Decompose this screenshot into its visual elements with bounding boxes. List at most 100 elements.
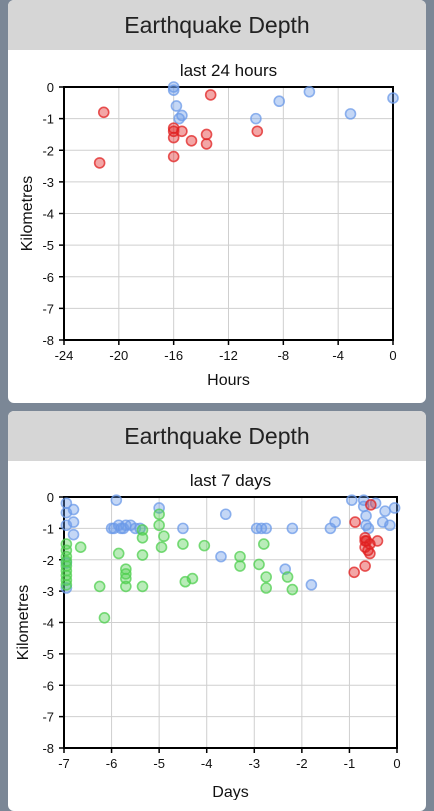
x-tick-label: -4	[201, 756, 213, 771]
card-header: Earthquake Depth	[8, 0, 426, 50]
data-point	[200, 138, 213, 150]
card-header: Earthquake Depth	[8, 411, 426, 461]
data-point	[260, 571, 272, 583]
data-point	[136, 524, 149, 536]
y-tick-label: -5	[42, 238, 54, 253]
data-point	[365, 499, 377, 511]
x-tick-label: -4	[332, 348, 344, 363]
data-point	[344, 108, 357, 120]
data-point	[167, 84, 180, 96]
data-point	[305, 579, 318, 591]
data-point	[158, 530, 170, 543]
chart-title: last 24 hours	[180, 61, 277, 80]
data-point	[74, 541, 87, 553]
data-point	[251, 125, 264, 138]
data-point	[120, 572, 132, 585]
data-point	[260, 522, 272, 535]
x-tick-label: 0	[389, 348, 396, 363]
data-point	[186, 572, 199, 585]
y-tick-label: -6	[42, 678, 54, 693]
x-tick-label: -20	[109, 348, 128, 363]
data-point	[67, 503, 80, 516]
data-point	[281, 571, 294, 583]
data-point	[346, 494, 358, 506]
chart-card-24h: Earthquake Depth last 24 hours 0 -1 -2 -3 -4 -…	[8, 0, 426, 403]
data-point	[177, 522, 189, 535]
data-point	[67, 516, 80, 528]
data-point	[204, 89, 217, 101]
data-point	[112, 547, 125, 560]
x-tick-label: -1	[344, 756, 356, 771]
data-point	[303, 85, 316, 98]
data-point	[93, 157, 106, 169]
data-point	[60, 579, 73, 591]
data-point	[167, 131, 180, 144]
x-axis-label: Hours	[207, 372, 250, 389]
data-point	[371, 535, 384, 547]
data-point	[136, 531, 149, 544]
data-point	[388, 502, 401, 514]
y-tick-label: -1	[42, 112, 54, 127]
data-point	[97, 106, 110, 119]
y-axis-label: Kilometres	[19, 176, 36, 252]
data-point	[185, 134, 198, 147]
data-point	[286, 583, 299, 596]
data-point	[260, 582, 272, 594]
data-point	[362, 522, 375, 535]
x-axis-label: Days	[212, 784, 248, 800]
y-tick-label: -5	[42, 647, 54, 662]
y-tick-label: -7	[42, 710, 54, 725]
data-point	[215, 550, 227, 563]
data-point	[98, 611, 111, 624]
y-tick-label: -3	[42, 175, 54, 190]
data-point	[348, 566, 360, 579]
data-point	[110, 494, 123, 506]
y-tick-label: -2	[42, 143, 54, 158]
y-tick-label: -4	[42, 616, 54, 631]
y-tick-label: -3	[42, 584, 54, 599]
data-point	[219, 508, 232, 521]
data-point	[167, 150, 180, 163]
data-point	[329, 516, 341, 528]
chart-title: last 7 days	[190, 471, 271, 490]
y-tick-label: -6	[42, 270, 54, 285]
y-tick-label: 0	[47, 80, 54, 95]
x-tick-label: -2	[296, 756, 308, 771]
data-point	[120, 580, 132, 593]
chart-card-7d: Earthquake Depth last 7 days 0 -1 -2 -3 -4 -5 -…	[8, 411, 426, 811]
data-point	[234, 560, 246, 572]
data-point	[167, 81, 180, 93]
data-point	[198, 539, 211, 552]
data-point	[67, 528, 80, 541]
data-point	[136, 549, 149, 561]
data-point	[136, 580, 149, 593]
y-tick-label: -2	[42, 553, 54, 568]
x-tick-label: -16	[164, 348, 183, 363]
depth-chart-7d: last 7 days 0 -1 -2 -3 -4 -5 -6 -7 -8 -7 -6 -5 -4 -3 -2…	[15, 471, 401, 800]
y-tick-label: 0	[47, 490, 54, 505]
data-point	[153, 508, 165, 521]
data-point	[273, 95, 286, 108]
y-tick-label: -4	[42, 207, 54, 222]
data-point	[349, 516, 361, 528]
x-tick-label: -24	[55, 348, 74, 363]
y-axis-label: Kilometres	[15, 585, 32, 661]
data-point	[387, 92, 399, 104]
x-tick-label: -8	[278, 348, 290, 363]
y-tick-label: -8	[42, 333, 54, 348]
x-tick-label: 0	[393, 756, 400, 771]
data-point	[176, 109, 188, 122]
x-tick-label: -7	[58, 756, 70, 771]
x-tick-label: -3	[249, 756, 261, 771]
x-tick-label: -12	[219, 348, 238, 363]
data-point	[234, 550, 246, 563]
x-tick-label: -6	[106, 756, 118, 771]
data-point	[364, 547, 376, 560]
y-tick-label: -1	[42, 521, 54, 536]
data-point	[177, 538, 189, 550]
data-point	[60, 582, 73, 594]
data-point	[250, 112, 262, 125]
data-point	[258, 538, 270, 550]
data-point	[253, 558, 265, 571]
